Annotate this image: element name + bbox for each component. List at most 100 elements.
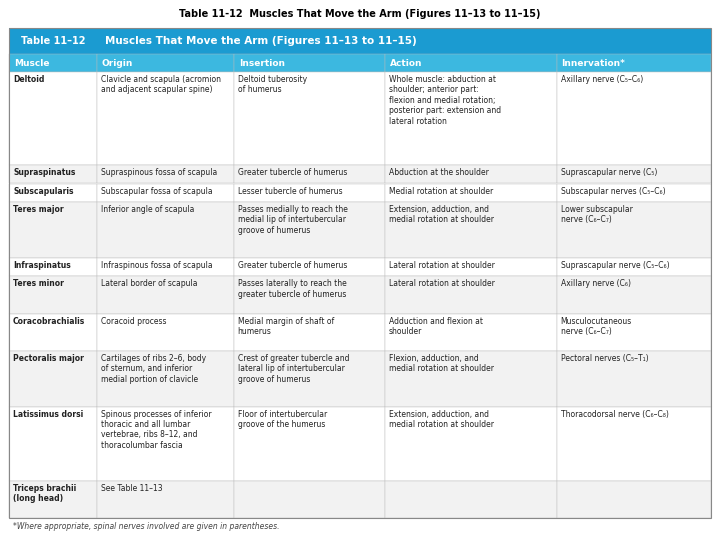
Bar	[9, 481, 96, 518]
Bar	[9, 54, 96, 72]
Bar	[384, 481, 557, 518]
Bar	[9, 202, 96, 258]
Bar	[96, 351, 233, 407]
Text: Whole muscle: abduction at
shoulder; anterior part:
flexion and medial rotation;: Whole muscle: abduction at shoulder; ant…	[389, 75, 500, 126]
Bar	[96, 28, 711, 54]
Text: Lateral rotation at shoulder: Lateral rotation at shoulder	[389, 279, 495, 288]
Bar	[557, 184, 711, 202]
Text: Infraspinatus: Infraspinatus	[13, 261, 71, 270]
Text: Adduction and flexion at
shoulder: Adduction and flexion at shoulder	[389, 316, 482, 336]
Text: Floor of intertubercular
groove of the humerus: Floor of intertubercular groove of the h…	[238, 409, 327, 429]
Text: Pectoral nerves (C₅–T₁): Pectoral nerves (C₅–T₁)	[561, 354, 648, 363]
Bar	[96, 184, 233, 202]
Bar	[384, 258, 557, 276]
Text: Greater tubercle of humerus: Greater tubercle of humerus	[238, 261, 347, 270]
Text: Subscapularis: Subscapularis	[13, 186, 73, 195]
Text: Abduction at the shoulder: Abduction at the shoulder	[389, 168, 488, 177]
Text: Muscle: Muscle	[14, 58, 50, 68]
Bar	[9, 351, 96, 407]
Bar	[384, 202, 557, 258]
Text: Musculocutaneous
nerve (C₆–C₇): Musculocutaneous nerve (C₆–C₇)	[561, 316, 632, 336]
Bar	[9, 407, 96, 481]
Text: Pectoralis major: Pectoralis major	[13, 354, 84, 363]
Text: Subscapular fossa of scapula: Subscapular fossa of scapula	[101, 186, 212, 195]
Text: Extension, adduction, and
medial rotation at shoulder: Extension, adduction, and medial rotatio…	[389, 205, 494, 225]
Bar	[9, 28, 96, 54]
Bar	[96, 481, 233, 518]
Bar	[557, 351, 711, 407]
Text: Teres minor: Teres minor	[13, 279, 64, 288]
Bar	[557, 72, 711, 165]
Text: Subscapular nerves (C₅–C₆): Subscapular nerves (C₅–C₆)	[561, 186, 665, 195]
Bar	[9, 314, 96, 351]
Bar	[96, 276, 233, 314]
Text: Inferior angle of scapula: Inferior angle of scapula	[101, 205, 194, 214]
Text: Coracoid process: Coracoid process	[101, 316, 166, 326]
Text: Flexion, adduction, and
medial rotation at shoulder: Flexion, adduction, and medial rotation …	[389, 354, 494, 373]
Bar	[233, 165, 384, 184]
Bar	[96, 165, 233, 184]
Text: Lateral border of scapula: Lateral border of scapula	[101, 279, 197, 288]
Bar	[233, 202, 384, 258]
Text: Coracobrachialis: Coracobrachialis	[13, 316, 85, 326]
Text: Supraspinatus: Supraspinatus	[13, 168, 76, 177]
Bar	[233, 276, 384, 314]
Bar	[384, 351, 557, 407]
Text: Passes medially to reach the
medial lip of intertubercular
groove of humerus: Passes medially to reach the medial lip …	[238, 205, 348, 235]
Text: Innervation*: Innervation*	[562, 58, 626, 68]
Bar	[96, 72, 233, 165]
Text: Axillary nerve (C₆): Axillary nerve (C₆)	[561, 279, 631, 288]
Bar	[96, 202, 233, 258]
Text: Teres major: Teres major	[13, 205, 63, 214]
Bar	[557, 202, 711, 258]
Bar	[9, 276, 96, 314]
Text: Muscles That Move the Arm (Figures 11–13 to 11–15): Muscles That Move the Arm (Figures 11–13…	[104, 36, 416, 46]
Bar	[96, 54, 233, 72]
Bar	[557, 407, 711, 481]
Bar	[557, 276, 711, 314]
Text: Lesser tubercle of humerus: Lesser tubercle of humerus	[238, 186, 342, 195]
Bar	[557, 258, 711, 276]
Bar	[233, 54, 384, 72]
Text: Suprascapular nerve (C₅–C₆): Suprascapular nerve (C₅–C₆)	[561, 261, 669, 270]
Text: Cartilages of ribs 2–6, body
of sternum, and inferior
medial portion of clavicle: Cartilages of ribs 2–6, body of sternum,…	[101, 354, 206, 383]
Bar	[384, 72, 557, 165]
Text: Thoracodorsal nerve (C₆–C₈): Thoracodorsal nerve (C₆–C₈)	[561, 409, 668, 418]
Bar	[384, 184, 557, 202]
Text: Greater tubercle of humerus: Greater tubercle of humerus	[238, 168, 347, 177]
Bar	[233, 481, 384, 518]
Text: Lateral rotation at shoulder: Lateral rotation at shoulder	[389, 261, 495, 270]
Text: Table 11-12  Muscles That Move the Arm (Figures 11–13 to 11–15): Table 11-12 Muscles That Move the Arm (F…	[179, 9, 541, 19]
Bar	[557, 165, 711, 184]
Text: Clavicle and scapula (acromion
and adjacent scapular spine): Clavicle and scapula (acromion and adjac…	[101, 75, 221, 94]
Bar	[384, 276, 557, 314]
Text: Table 11–12: Table 11–12	[21, 36, 85, 46]
Text: See Table 11–13: See Table 11–13	[101, 484, 163, 493]
Bar	[9, 184, 96, 202]
Text: Suprascapular nerve (C₅): Suprascapular nerve (C₅)	[561, 168, 657, 177]
Text: Infraspinous fossa of scapula: Infraspinous fossa of scapula	[101, 261, 212, 270]
Bar	[233, 258, 384, 276]
Text: Medial rotation at shoulder: Medial rotation at shoulder	[389, 186, 492, 195]
Text: Spinous processes of inferior
thoracic and all lumbar
vertebrae, ribs 8–12, and
: Spinous processes of inferior thoracic a…	[101, 409, 212, 450]
Text: Supraspinous fossa of scapula: Supraspinous fossa of scapula	[101, 168, 217, 177]
Bar	[9, 165, 96, 184]
Bar	[557, 314, 711, 351]
Bar	[384, 165, 557, 184]
Text: Lower subscapular
nerve (C₆–C₇): Lower subscapular nerve (C₆–C₇)	[561, 205, 632, 225]
Text: Crest of greater tubercle and
lateral lip of intertubercular
groove of humerus: Crest of greater tubercle and lateral li…	[238, 354, 349, 383]
Bar	[557, 54, 711, 72]
Text: *Where appropriate, spinal nerves involved are given in parentheses.: *Where appropriate, spinal nerves involv…	[13, 522, 279, 531]
Text: Action: Action	[390, 58, 422, 68]
Bar	[96, 314, 233, 351]
Text: Triceps brachii
(long head): Triceps brachii (long head)	[13, 484, 76, 503]
Bar	[9, 258, 96, 276]
Bar	[9, 72, 96, 165]
Bar	[384, 407, 557, 481]
Text: Latissimus dorsi: Latissimus dorsi	[13, 409, 84, 418]
Text: Insertion: Insertion	[238, 58, 284, 68]
Bar	[557, 481, 711, 518]
Bar	[96, 407, 233, 481]
Text: Deltoid: Deltoid	[13, 75, 45, 84]
Text: Deltoid tuberosity
of humerus: Deltoid tuberosity of humerus	[238, 75, 307, 94]
